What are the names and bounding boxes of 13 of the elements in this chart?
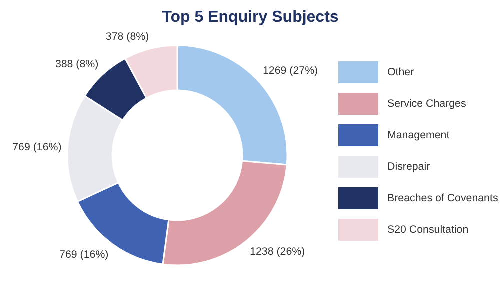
legend-label: S20 Consultation: [388, 224, 469, 236]
legend-label: Management: [388, 130, 450, 142]
legend-label: Disrepair: [388, 161, 431, 173]
data-label: 1238 (26%): [250, 246, 306, 258]
legend-label: Breaches of Covenants: [388, 192, 498, 204]
legend-label: Other: [388, 66, 415, 78]
data-label: 769 (16%): [12, 142, 62, 154]
data-label: 388 (8%): [55, 58, 99, 70]
data-label: 1269 (27%): [262, 65, 318, 78]
data-label: 378 (8%): [106, 31, 150, 44]
legend-label: Service Charges: [388, 98, 466, 110]
data-label: 769 (16%): [60, 248, 109, 261]
chart-title: Top 5 Enquiry Subjects: [162, 9, 339, 26]
